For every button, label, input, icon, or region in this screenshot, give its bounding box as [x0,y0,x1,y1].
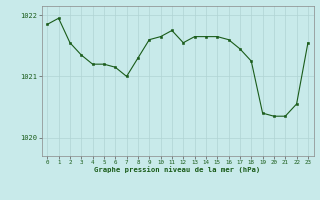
X-axis label: Graphe pression niveau de la mer (hPa): Graphe pression niveau de la mer (hPa) [94,167,261,173]
